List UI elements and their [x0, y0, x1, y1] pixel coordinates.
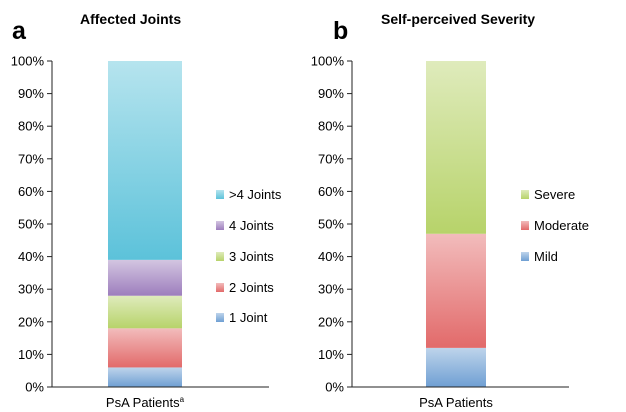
y-tick-label: 80% [18, 119, 44, 134]
bar-segment-mild [426, 347, 486, 387]
legend-swatch-1-joint [216, 313, 224, 322]
legend-swatch-severe [521, 190, 529, 199]
legend-swatch-4-joints [216, 221, 224, 230]
y-tick-label: 80% [318, 119, 344, 134]
y-tick-label: 0% [25, 380, 44, 395]
legend-label-moderate: Moderate [534, 218, 589, 233]
panel-letter: a [12, 17, 27, 45]
y-tick-label: 50% [18, 217, 44, 232]
y-tick-label: 90% [18, 86, 44, 101]
bar-segment-moderate [426, 233, 486, 348]
legend-swatch-2-joints [216, 283, 224, 292]
bar-segment-4-joints [108, 61, 182, 260]
y-tick-label: 70% [18, 151, 44, 166]
legend-label-3-joints: 3 Joints [229, 249, 274, 264]
legend-label-severe: Severe [534, 187, 575, 202]
bar-segment-4-joints [108, 259, 182, 296]
y-tick-label: 90% [318, 86, 344, 101]
panel-letter: b [333, 17, 348, 45]
legend-label-4-joints: 4 Joints [229, 218, 274, 233]
y-tick-label: 20% [318, 314, 344, 329]
legend-swatch-moderate [521, 221, 529, 230]
x-category-label: PsA Patientsa [106, 395, 185, 410]
x-category-superscript: a [180, 395, 185, 404]
legend-label-4-joints: >4 Joints [229, 187, 282, 202]
y-tick-label: 100% [11, 54, 45, 69]
panel-b: b Self-perceived Severity 0% 10% 20% 30% 40% 50… [311, 11, 589, 410]
y-tick-label: 40% [18, 249, 44, 264]
legend-swatch-4-joints [216, 190, 224, 199]
bar-segment-2-joints [108, 328, 182, 368]
y-tick-label: 30% [18, 282, 44, 297]
chart-title: Self-perceived Severity [381, 11, 535, 27]
y-tick-label: 40% [318, 249, 344, 264]
y-tick-label: 100% [311, 54, 345, 69]
x-category-label: PsA Patients [419, 395, 493, 410]
y-tick-label: 50% [318, 217, 344, 232]
y-tick-label: 20% [18, 314, 44, 329]
legend-label-1-joint: 1 Joint [229, 310, 268, 325]
legend-swatch-mild [521, 252, 529, 261]
panel-a: a Affected Joints 0% 10% 20% 30% 40% 50% 60% 70% 8… [11, 11, 282, 410]
y-tick-label: 10% [318, 347, 344, 362]
legend-swatch-3-joints [216, 252, 224, 261]
y-tick-label: 0% [325, 380, 344, 395]
bar-segment-3-joints [108, 295, 182, 329]
y-tick-label: 60% [318, 184, 344, 199]
y-tick-label: 70% [318, 151, 344, 166]
bar-segment-1-joint [108, 367, 182, 387]
y-tick-label: 10% [18, 347, 44, 362]
chart-title: Affected Joints [80, 11, 181, 27]
legend-label-mild: Mild [534, 249, 558, 264]
y-tick-label: 60% [18, 184, 44, 199]
y-tick-label: 30% [318, 282, 344, 297]
bar-segment-severe [426, 61, 486, 234]
legend-label-2-joints: 2 Joints [229, 280, 274, 295]
